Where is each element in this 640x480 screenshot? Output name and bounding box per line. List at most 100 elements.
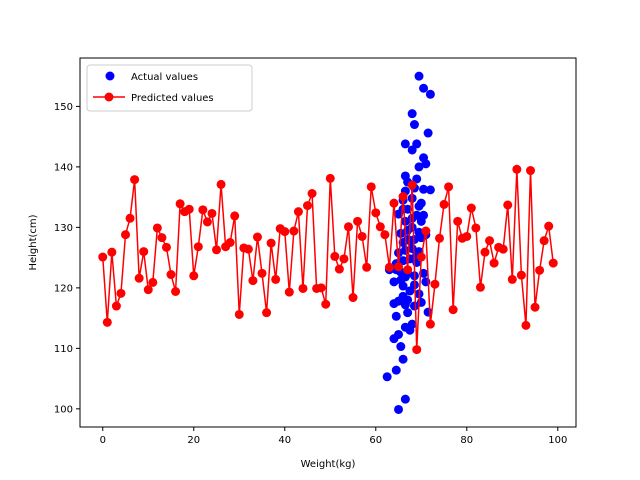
actual-point xyxy=(407,109,417,119)
predicted-point xyxy=(134,273,144,283)
actual-point xyxy=(382,372,392,382)
predicted-point xyxy=(425,319,435,329)
actual-point xyxy=(389,277,399,287)
actual-point xyxy=(391,311,401,321)
predicted-point xyxy=(202,217,212,227)
x-tick-label: 40 xyxy=(278,435,291,446)
predicted-point xyxy=(362,262,372,272)
legend-marker-predicted xyxy=(104,92,114,102)
actual-point xyxy=(423,128,433,138)
y-tick-label: 130 xyxy=(54,223,73,234)
predicted-point xyxy=(512,164,522,174)
predicted-point xyxy=(535,265,545,275)
predicted-point xyxy=(248,276,258,286)
predicted-point xyxy=(121,230,131,240)
predicted-point xyxy=(116,288,126,298)
predicted-point xyxy=(234,309,244,319)
actual-point xyxy=(416,198,426,208)
predicted-point xyxy=(507,274,517,284)
predicted-point xyxy=(102,317,112,327)
predicted-point xyxy=(184,204,194,214)
predicted-point xyxy=(262,308,272,318)
predicted-point xyxy=(421,226,431,236)
predicted-point xyxy=(166,270,176,280)
actual-point xyxy=(400,139,410,149)
predicted-point xyxy=(530,302,540,312)
predicted-point xyxy=(284,287,294,297)
legend: Actual values Predicted values xyxy=(86,64,253,112)
y-tick-label: 110 xyxy=(54,344,73,355)
actual-point xyxy=(419,83,429,93)
predicted-point xyxy=(161,242,171,252)
y-tick-label: 150 xyxy=(54,102,73,113)
actual-point xyxy=(400,322,410,332)
predicted-point xyxy=(157,233,167,243)
predicted-point xyxy=(243,244,253,254)
predicted-point xyxy=(416,252,426,262)
predicted-point xyxy=(257,268,267,278)
actual-point xyxy=(391,365,401,375)
predicted-point xyxy=(548,258,558,268)
actual-point xyxy=(414,162,424,172)
predicted-point xyxy=(453,216,463,226)
predicted-point xyxy=(289,226,299,236)
predicted-point xyxy=(193,242,203,252)
predicted-point xyxy=(439,199,449,209)
actual-point xyxy=(396,342,406,352)
predicted-point xyxy=(130,175,140,185)
predicted-point xyxy=(371,208,381,218)
predicted-point xyxy=(430,279,440,289)
legend-marker-actual xyxy=(105,71,115,81)
predicted-point xyxy=(139,247,149,257)
actual-point xyxy=(403,234,413,244)
predicted-point xyxy=(357,231,367,241)
predicted-point xyxy=(111,301,121,311)
predicted-point xyxy=(189,271,199,281)
actual-point xyxy=(409,234,419,244)
predicted-point xyxy=(148,277,158,287)
legend-label-predicted: Predicted values xyxy=(131,93,214,104)
actual-point xyxy=(398,354,408,364)
predicted-point xyxy=(175,199,185,209)
predicted-point xyxy=(152,223,162,233)
actual-point xyxy=(409,301,419,311)
predicted-point xyxy=(471,223,481,233)
actual-point xyxy=(414,71,424,81)
predicted-point xyxy=(252,232,262,242)
y-tick-label: 120 xyxy=(54,283,73,294)
actual-point xyxy=(419,153,429,163)
predicted-point xyxy=(225,238,235,247)
predicted-point xyxy=(389,198,399,208)
predicted-point xyxy=(339,254,349,264)
predicted-point xyxy=(353,216,363,226)
predicted-point xyxy=(307,189,317,199)
actual-point xyxy=(403,308,413,318)
predicted-point xyxy=(448,305,458,315)
predicted-point xyxy=(230,211,240,221)
actual-point xyxy=(400,394,410,404)
actual-point xyxy=(398,204,408,214)
predicted-point xyxy=(503,200,513,210)
predicted-point xyxy=(444,182,454,192)
predicted-point xyxy=(98,252,108,262)
x-tick-label: 0 xyxy=(100,435,106,446)
plot-frame xyxy=(79,57,577,428)
predicted-point xyxy=(521,320,531,330)
predicted-point xyxy=(480,247,490,257)
predicted-point xyxy=(375,222,385,232)
predicted-point xyxy=(394,262,404,272)
predicted-point xyxy=(330,251,340,261)
predicted-point xyxy=(325,173,335,183)
actual-point xyxy=(414,227,424,237)
predicted-point xyxy=(198,205,208,215)
predicted-point xyxy=(485,236,495,246)
predicted-point xyxy=(343,222,353,232)
actual-point xyxy=(425,185,435,195)
x-tick-label: 100 xyxy=(548,435,567,446)
actual-point xyxy=(407,319,417,329)
x-tick-label: 80 xyxy=(460,435,473,446)
actual-point xyxy=(425,89,435,99)
actual-point xyxy=(416,216,426,226)
y-tick-label: 100 xyxy=(54,404,73,415)
